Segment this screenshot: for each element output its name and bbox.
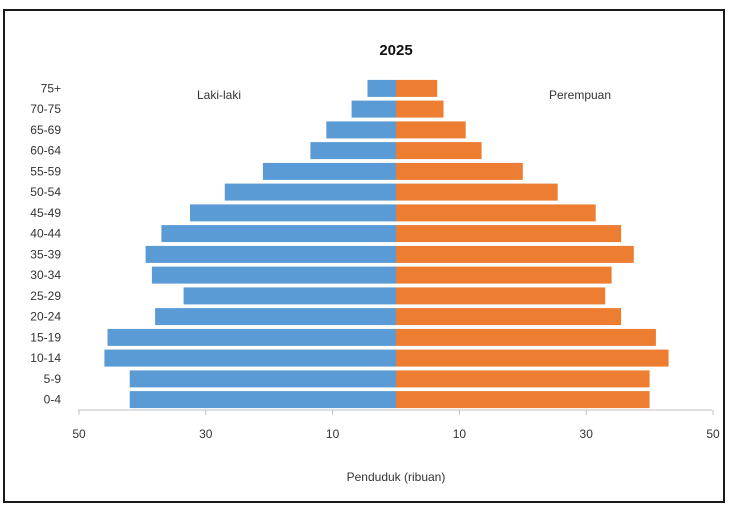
x-axis-label: Penduduk (ribuan) [347, 470, 446, 484]
bar-perempuan-35-39 [396, 245, 634, 263]
x-tick-label: 50 [706, 427, 720, 441]
y-tick-label: 50-54 [30, 185, 61, 199]
bar-laki-laki-25-29 [183, 287, 396, 305]
bar-laki-laki-35-39 [145, 245, 396, 263]
bar-perempuan-65-69 [396, 121, 466, 139]
bar-perempuan-40-44 [396, 225, 622, 243]
bars-group [104, 79, 669, 409]
bar-laki-laki-15-19 [107, 328, 396, 346]
y-tick-label: 20-24 [30, 310, 61, 324]
bar-laki-laki-55-59 [262, 162, 396, 180]
bar-perempuan-75+ [396, 79, 438, 97]
x-tick-label: 30 [580, 427, 594, 441]
bar-laki-laki-50-54 [224, 183, 396, 201]
bar-laki-laki-30-34 [151, 266, 396, 284]
y-tick-label: 55-59 [30, 164, 61, 178]
bar-laki-laki-65-69 [326, 121, 396, 139]
bar-perempuan-0-4 [396, 391, 650, 409]
bar-laki-laki-5-9 [129, 370, 396, 388]
y-tick-label: 65-69 [30, 123, 61, 137]
y-tick-label: 70-75 [30, 102, 61, 116]
bar-laki-laki-20-24 [155, 308, 396, 326]
bar-laki-laki-0-4 [129, 391, 396, 409]
bar-laki-laki-10-14 [104, 349, 397, 367]
bar-laki-laki-40-44 [161, 225, 396, 243]
bar-perempuan-30-34 [396, 266, 612, 284]
bar-perempuan-20-24 [396, 308, 622, 326]
series-label-perempuan: Perempuan [549, 88, 611, 102]
bar-laki-laki-45-49 [190, 204, 396, 222]
y-tick-label: 15-19 [30, 330, 61, 344]
y-tick-label: 60-64 [30, 144, 61, 158]
x-tick-label: 10 [326, 427, 340, 441]
y-tick-label: 0-4 [44, 393, 62, 407]
y-tick-label: 25-29 [30, 289, 61, 303]
chart-title: 2025 [379, 42, 412, 59]
bar-perempuan-60-64 [396, 142, 482, 160]
y-tick-label: 75+ [41, 81, 61, 95]
x-tick-marks [78, 410, 714, 415]
bar-perempuan-15-19 [396, 328, 656, 346]
y-tick-label: 10-14 [30, 351, 61, 365]
bar-perempuan-70-75 [396, 100, 444, 118]
bar-perempuan-55-59 [396, 162, 523, 180]
y-tick-label: 30-34 [30, 268, 61, 282]
y-tick-label: 35-39 [30, 247, 61, 261]
bar-perempuan-5-9 [396, 370, 650, 388]
bar-perempuan-45-49 [396, 204, 596, 222]
x-tick-labels: 50 30 10 10 30 50 [72, 427, 720, 441]
y-tick-labels: 0-4 5-9 10-14 15-19 20-24 25-29 30-34 35-39 40-4… [30, 81, 61, 406]
bar-laki-laki-70-75 [351, 100, 396, 118]
x-tick-label: 30 [199, 427, 213, 441]
x-tick-label: 10 [453, 427, 467, 441]
y-tick-label: 45-49 [30, 206, 61, 220]
bar-laki-laki-75+ [367, 79, 396, 97]
y-tick-label: 40-44 [30, 227, 61, 241]
x-tick-label: 50 [72, 427, 86, 441]
y-tick-label: 5-9 [44, 372, 62, 386]
bar-perempuan-25-29 [396, 287, 606, 305]
bar-laki-laki-60-64 [310, 142, 396, 160]
bar-perempuan-50-54 [396, 183, 558, 201]
series-label-laki-laki: Laki-laki [197, 88, 241, 102]
bar-perempuan-10-14 [396, 349, 669, 367]
